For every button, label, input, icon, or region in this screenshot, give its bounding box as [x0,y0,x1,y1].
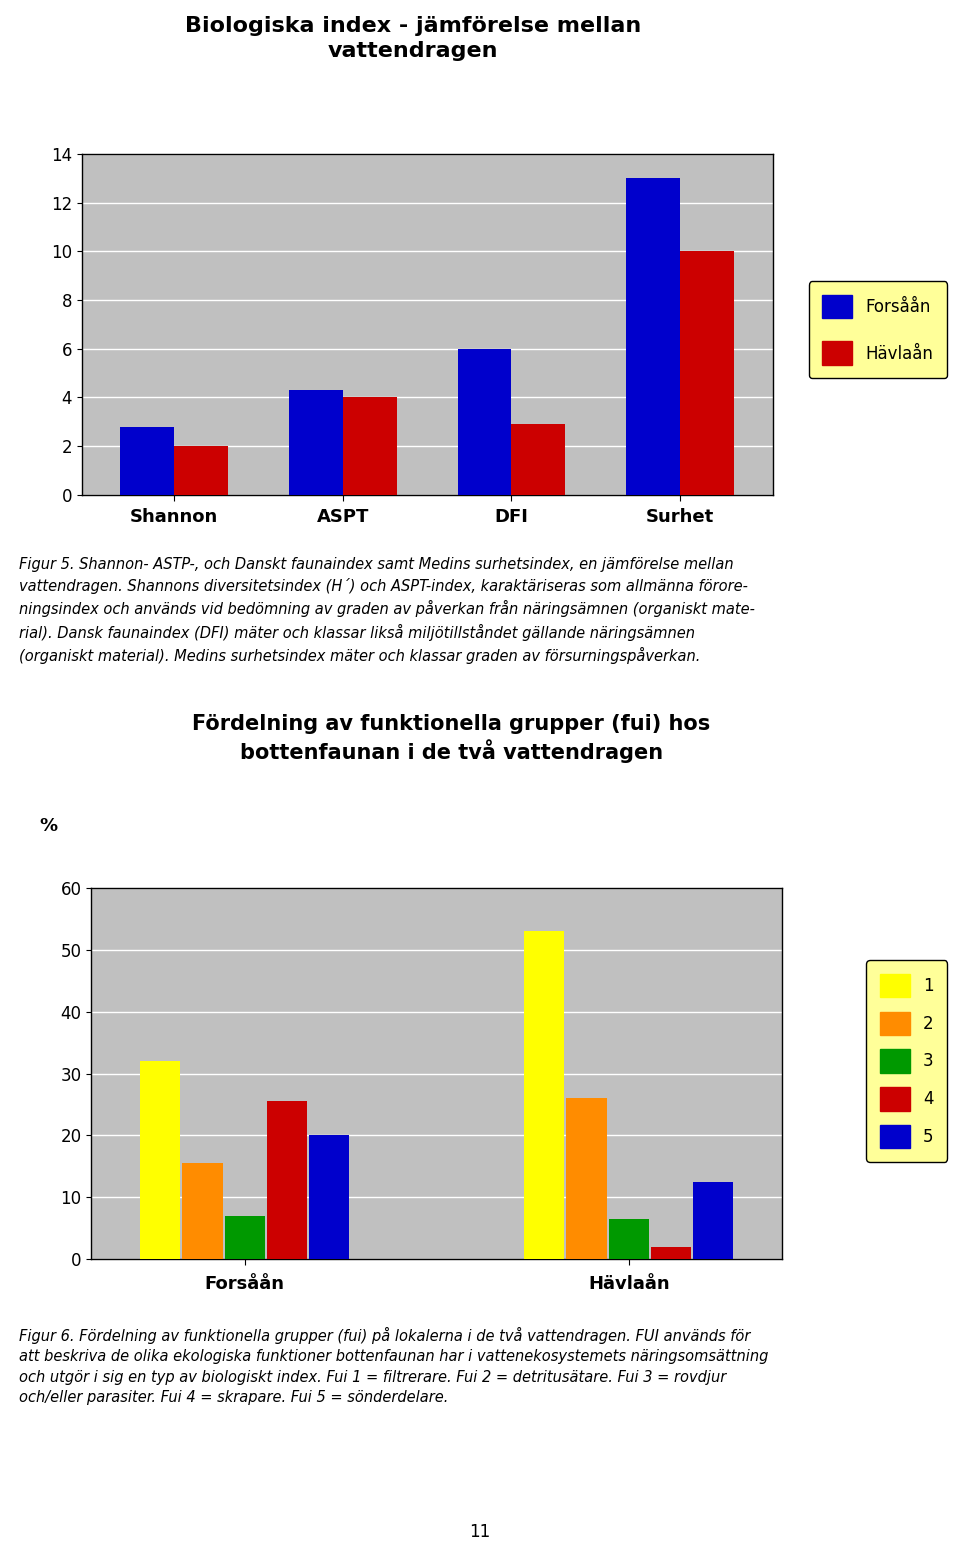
Text: Figur 5. Shannon- ASTP-, och Danskt faunaindex samt Medins surhetsindex, en jämf: Figur 5. Shannon- ASTP-, och Danskt faun… [19,558,756,664]
Text: ASPT: ASPT [317,508,369,527]
Text: 11: 11 [469,1523,491,1540]
Legend: Forsåån, Hävlaån: Forsåån, Hävlaån [809,280,947,378]
Text: DFI: DFI [494,508,528,527]
Text: %: % [39,816,57,835]
Text: Surhet: Surhet [646,508,714,527]
Text: Biologiska index - jämförelse mellan
vattendragen: Biologiska index - jämförelse mellan vat… [184,17,641,61]
Text: Forsåån: Forsåån [204,1276,285,1293]
Text: Hävlaån: Hävlaån [588,1276,670,1293]
Text: Figur 6. Fördelning av funktionella grupper (fui) på lokalerna i de två vattendr: Figur 6. Fördelning av funktionella grup… [19,1327,769,1406]
Legend: 1, 2, 3, 4, 5: 1, 2, 3, 4, 5 [866,961,947,1161]
Text: Fördelning av funktionella grupper (fui) hos
bottenfaunan i de två vattendragen: Fördelning av funktionella grupper (fui)… [192,715,710,763]
Text: Shannon: Shannon [131,508,219,527]
